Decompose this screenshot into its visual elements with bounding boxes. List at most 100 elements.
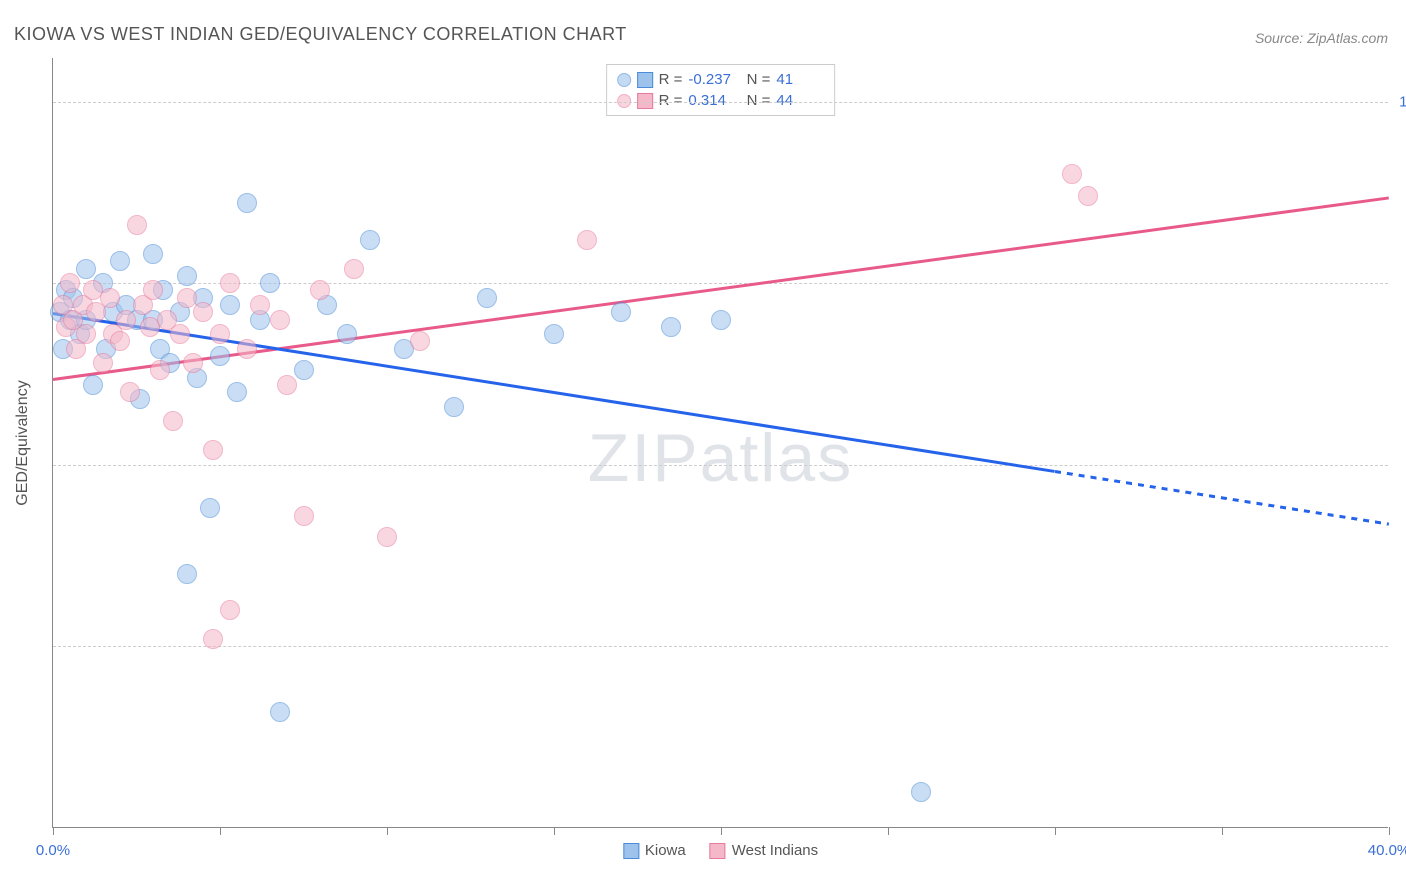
legend-dot-icon [617, 94, 631, 108]
data-point [310, 280, 330, 300]
data-point [277, 375, 297, 395]
legend-series-item: Kiowa [623, 842, 686, 859]
data-point [193, 302, 213, 322]
plot-area: ZIPatlas GED/Equivalency R =-0.237 N =41… [52, 58, 1388, 828]
data-point [294, 506, 314, 526]
y-tick-label: 62.5% [1395, 638, 1406, 655]
x-tick [554, 827, 555, 835]
legend-series-label: Kiowa [645, 842, 686, 859]
x-tick [1055, 827, 1056, 835]
legend-r-value: 0.314 [688, 92, 736, 109]
data-point [163, 411, 183, 431]
x-tick [1222, 827, 1223, 835]
data-point [544, 324, 564, 344]
data-point [477, 288, 497, 308]
legend-square-icon [637, 93, 653, 109]
x-tick [721, 827, 722, 835]
chart-container: KIOWA VS WEST INDIAN GED/EQUIVALENCY COR… [0, 0, 1406, 892]
data-point [177, 564, 197, 584]
x-tick-label: 40.0% [1368, 842, 1406, 859]
data-point [270, 310, 290, 330]
data-point [127, 215, 147, 235]
data-point [183, 353, 203, 373]
legend-stat-row: R = 0.314 N = 44 [617, 90, 825, 111]
data-point [110, 251, 130, 271]
legend-n-value: 44 [776, 92, 824, 109]
data-point [444, 397, 464, 417]
data-point [100, 288, 120, 308]
legend-series: Kiowa West Indians [623, 842, 818, 859]
x-tick-label: 0.0% [36, 842, 70, 859]
data-point [143, 280, 163, 300]
data-point [250, 295, 270, 315]
legend-stat-row: R = -0.237 N = 41 [617, 69, 825, 90]
data-point [83, 375, 103, 395]
y-tick-label: 87.5% [1395, 275, 1406, 292]
data-point [210, 324, 230, 344]
x-tick [53, 827, 54, 835]
chart-title: KIOWA VS WEST INDIAN GED/EQUIVALENCY COR… [14, 24, 627, 45]
data-point [93, 353, 113, 373]
data-point [611, 302, 631, 322]
data-point [344, 259, 364, 279]
data-point [410, 331, 430, 351]
data-point [270, 702, 290, 722]
data-point [260, 273, 280, 293]
data-point [661, 317, 681, 337]
source-label: Source: ZipAtlas.com [1255, 30, 1388, 46]
legend-square-icon [710, 843, 726, 859]
legend-series-item: West Indians [710, 842, 818, 859]
data-point [1078, 186, 1098, 206]
data-point [60, 273, 80, 293]
data-point [170, 324, 190, 344]
data-point [177, 266, 197, 286]
data-point [203, 440, 223, 460]
x-tick [220, 827, 221, 835]
legend-r-value: -0.237 [688, 71, 736, 88]
legend-n-value: 41 [776, 71, 824, 88]
legend-square-icon [623, 843, 639, 859]
data-point [220, 273, 240, 293]
data-point [110, 331, 130, 351]
legend-dot-icon [617, 73, 631, 87]
data-point [237, 193, 257, 213]
data-point [337, 324, 357, 344]
data-point [116, 310, 136, 330]
legend-r-label: R = [659, 71, 683, 88]
data-point [711, 310, 731, 330]
data-point [203, 629, 223, 649]
data-point [220, 600, 240, 620]
data-point [120, 382, 140, 402]
watermark: ZIPatlas [588, 419, 853, 497]
legend-r-label: R = [659, 92, 683, 109]
y-tick-label: 100.0% [1395, 93, 1406, 110]
legend-n-label: N = [742, 92, 770, 109]
data-point [360, 230, 380, 250]
data-point [294, 360, 314, 380]
trend-line [1055, 470, 1389, 525]
data-point [200, 498, 220, 518]
data-point [377, 527, 397, 547]
data-point [1062, 164, 1082, 184]
data-point [177, 288, 197, 308]
legend-n-label: N = [742, 71, 770, 88]
data-point [76, 259, 96, 279]
x-tick [387, 827, 388, 835]
grid-line [53, 102, 1388, 103]
legend-square-icon [637, 72, 653, 88]
grid-line [53, 283, 1388, 284]
x-tick [1389, 827, 1390, 835]
data-point [150, 360, 170, 380]
data-point [577, 230, 597, 250]
legend-stats: R = -0.237 N = 41 R = 0.314 N = 44 [606, 64, 836, 116]
legend-series-label: West Indians [732, 842, 818, 859]
y-tick-label: 75.0% [1395, 456, 1406, 473]
grid-line [53, 465, 1388, 466]
y-axis-label: GED/Equivalency [14, 380, 32, 505]
data-point [911, 782, 931, 802]
data-point [76, 324, 96, 344]
x-tick [888, 827, 889, 835]
data-point [220, 295, 240, 315]
data-point [227, 382, 247, 402]
grid-line [53, 646, 1388, 647]
